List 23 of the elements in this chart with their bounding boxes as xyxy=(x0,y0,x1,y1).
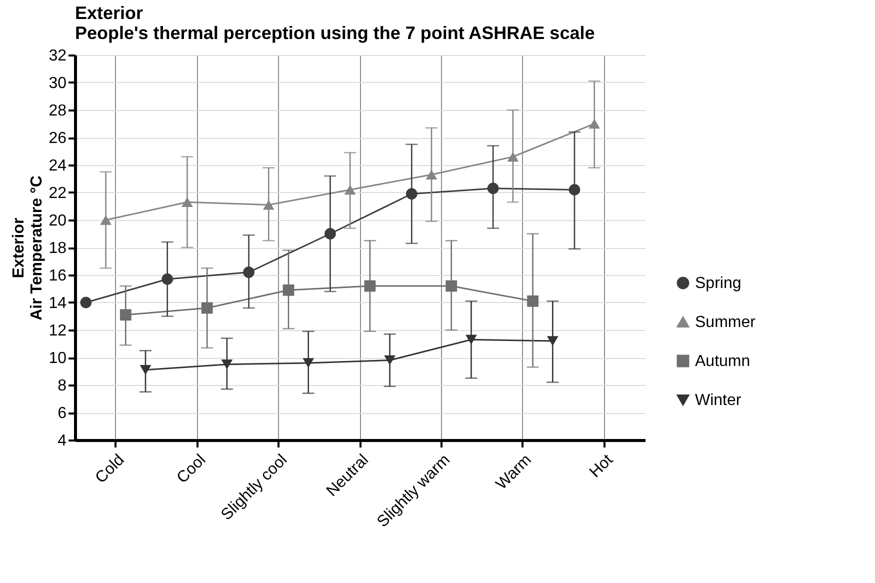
y-tick-label: 18 xyxy=(48,240,67,257)
y-tick-label: 8 xyxy=(58,378,67,394)
legend-label: Summer xyxy=(695,314,756,331)
y-tick-label: 20 xyxy=(48,212,67,230)
y-tick-label: 22 xyxy=(48,185,67,202)
y-tick-label: 10 xyxy=(48,350,67,367)
legend-label: Winter xyxy=(695,392,742,409)
x-tick-label: Hot xyxy=(586,451,617,482)
y-tick-label: 6 xyxy=(58,405,67,422)
y-tick-label: 32 xyxy=(48,48,67,64)
legend-label: Spring xyxy=(695,275,742,292)
y-tick-label: 16 xyxy=(48,268,67,284)
y-tick-label: 30 xyxy=(48,75,67,92)
chart-title: Exterior xyxy=(75,3,144,23)
chart-subtitle: People's thermal perception using the 7 point ASHRAE scale xyxy=(75,23,595,43)
y-tick-label: 12 xyxy=(48,322,67,340)
y-tick-label: 28 xyxy=(48,102,67,120)
legend-label: Autumn xyxy=(695,353,750,370)
y-axis-title: Exterior Air Temperature °C xyxy=(10,175,46,320)
y-tick-label: 4 xyxy=(58,432,67,450)
y-tick-label: 24 xyxy=(48,158,67,174)
y-tick-label: 14 xyxy=(48,295,67,312)
y-tick-label: 26 xyxy=(48,130,67,147)
